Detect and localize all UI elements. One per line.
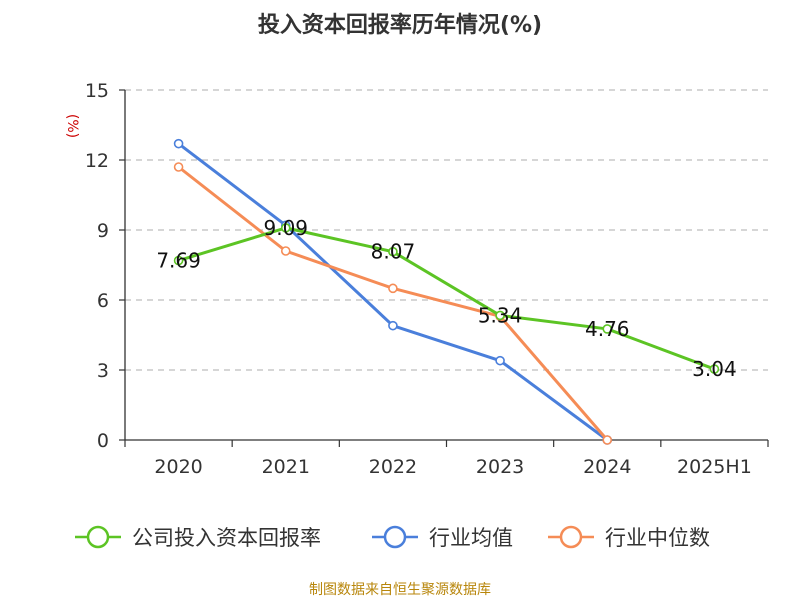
- data-point: [388, 320, 398, 331]
- data-label: 4.76: [585, 317, 630, 341]
- x-tick-label: 2020: [154, 456, 202, 478]
- data-point: [602, 324, 613, 334]
- x-tick-label: 2021: [262, 456, 310, 478]
- data-point: [173, 255, 184, 266]
- axes: 0 3 6 9 12 15 2020 2021 2022 2023 2024 2025H1: [85, 80, 769, 478]
- legend-item: 行业中位数: [548, 525, 710, 550]
- y-tick-label: 12: [85, 150, 109, 172]
- legend-label: 公司投入资本回报率: [132, 526, 321, 550]
- y-tick-label: 6: [97, 290, 109, 312]
- chart-title: 投入资本回报率历年情况(%): [258, 12, 542, 38]
- source-note: 制图数据来自恒生聚源数据库: [309, 582, 491, 598]
- x-tick-label: 2024: [583, 456, 631, 478]
- data-label: 5.34: [478, 303, 523, 327]
- legend-marker: [559, 525, 583, 549]
- data-point: [173, 162, 184, 172]
- x-tick-label: 2025H1: [677, 456, 752, 478]
- data-label: 3.04: [692, 357, 737, 381]
- series-line: [177, 165, 609, 441]
- y-tick-label: 3: [97, 360, 109, 382]
- data-point: [388, 283, 398, 294]
- x-tick-label: 2022: [369, 456, 417, 478]
- legend-label: 行业中位数: [605, 526, 710, 550]
- y-tick-label: 0: [97, 430, 109, 452]
- data-point: [709, 364, 720, 374]
- data-point: [602, 435, 613, 445]
- legend-marker: [383, 525, 407, 549]
- legend-label: 行业均值: [429, 526, 513, 550]
- legend: 公司投入资本回报率 行业均值 行业中位数: [75, 525, 710, 550]
- data-point: [388, 246, 398, 257]
- y-axis-label: (%): [64, 114, 80, 138]
- legend-item: 行业均值: [372, 525, 513, 550]
- data-label: 7.69: [156, 249, 201, 273]
- data-point: [280, 223, 291, 233]
- data-point: [280, 246, 291, 256]
- legend-item: 公司投入资本回报率: [75, 525, 321, 550]
- y-tick-label: 15: [85, 80, 109, 102]
- data-label: 8.07: [371, 240, 416, 264]
- y-tick-label: 9: [97, 220, 109, 242]
- data-label: 9.09: [263, 216, 308, 240]
- x-tick-label: 2023: [476, 456, 524, 478]
- series-layer: 7.69 9.09 8.07 5.34 4.76 3.04: [156, 138, 737, 445]
- series-line: [178, 226, 715, 371]
- data-point: [495, 355, 505, 366]
- data-point: [495, 310, 505, 321]
- grid-lines: [125, 89, 768, 371]
- legend-marker: [86, 525, 110, 549]
- data-point: [173, 138, 184, 149]
